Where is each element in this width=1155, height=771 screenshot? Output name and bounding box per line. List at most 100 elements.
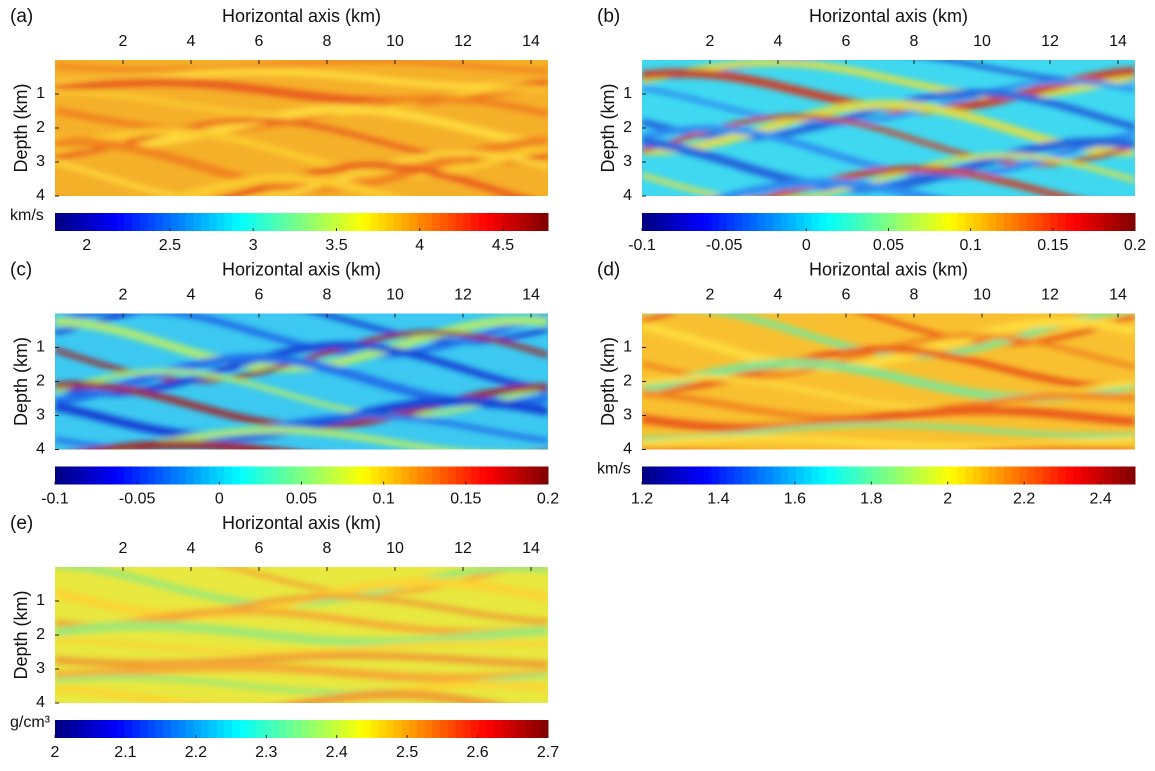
- colorbar-step: [934, 466, 943, 485]
- colorbar-step: [873, 213, 882, 231]
- colorbar-tick-label: 2.7: [537, 744, 559, 761]
- y-tick-label: 3: [36, 407, 45, 424]
- colorbar-step: [517, 720, 526, 738]
- field-stripe: [642, 445, 1135, 450]
- colorbar-step: [62, 720, 71, 738]
- colorbar-step: [147, 466, 156, 485]
- colorbar-step: [470, 720, 480, 738]
- colorbar-step: [116, 720, 125, 738]
- colorbar-label: km/s: [597, 461, 631, 478]
- colorbar-tick-label: 2.3: [255, 744, 277, 761]
- colorbar-step: [78, 466, 87, 485]
- colorbar-step: [463, 213, 472, 231]
- colorbar-tick-label: 4: [415, 237, 424, 254]
- colorbar-step: [803, 466, 812, 485]
- x-tick-label: 12: [1041, 33, 1059, 50]
- colorbar-step: [540, 466, 549, 485]
- colorbar-step: [509, 213, 518, 231]
- colorbar-step: [262, 213, 272, 231]
- colorbar-step: [509, 720, 518, 738]
- colorbar-tick-label: 3: [249, 237, 258, 254]
- colorbar-step: [711, 213, 720, 231]
- colorbar-step: [332, 720, 341, 738]
- colorbar-tick-label: 1.8: [860, 491, 882, 508]
- colorbar-step: [470, 213, 480, 231]
- x-tick-label: 8: [323, 33, 332, 50]
- x-axis-title: Horizontal axis (km): [809, 259, 968, 279]
- colorbar-step: [147, 213, 156, 231]
- colorbar-step: [757, 466, 766, 485]
- colorbar-step: [85, 213, 95, 231]
- colorbar-step: [494, 720, 503, 738]
- colorbar-step: [124, 466, 133, 485]
- colorbar-step: [1042, 466, 1051, 485]
- x-tick-label: 6: [255, 287, 264, 304]
- x-tick-label: 12: [454, 33, 472, 50]
- colorbar-step: [1081, 466, 1090, 485]
- x-tick-label: 14: [522, 33, 540, 50]
- field-stripe: [55, 368, 548, 418]
- x-tick-label: 12: [1041, 287, 1059, 304]
- colorbar-step: [996, 466, 1005, 485]
- colorbar-step: [1050, 213, 1059, 231]
- y-axis-title: Depth (km): [11, 337, 31, 426]
- colorbar-step: [417, 213, 426, 231]
- field-stripe: [55, 662, 548, 683]
- x-axis-title: Horizontal axis (km): [222, 6, 381, 26]
- colorbar-step: [657, 213, 666, 231]
- y-tick-label: 3: [36, 660, 45, 677]
- colorbar-step: [401, 466, 410, 485]
- colorbar-step: [478, 213, 487, 231]
- colorbar-step: [1050, 466, 1059, 485]
- colorbar-step: [62, 466, 71, 485]
- colorbar-step: [139, 466, 148, 485]
- colorbar-step: [355, 720, 364, 738]
- colorbar-step: [116, 213, 125, 231]
- colorbar-step: [657, 466, 666, 485]
- colorbar-step: [393, 720, 403, 738]
- colorbar-tick-label: 0.1: [960, 237, 982, 254]
- colorbar-step: [726, 213, 735, 231]
- colorbar-step: [209, 466, 218, 485]
- colorbar-tick-label: -0.05: [119, 491, 156, 508]
- colorbar-step: [980, 466, 990, 485]
- field-stripe: [55, 104, 548, 150]
- colorbar-step: [309, 466, 318, 485]
- colorbar-step: [501, 466, 510, 485]
- colorbar-step: [834, 466, 843, 485]
- colorbar-step: [70, 720, 79, 738]
- colorbar-step: [93, 466, 102, 485]
- colorbar-tick-label: 0.1: [373, 491, 395, 508]
- y-tick-label: 4: [36, 441, 45, 458]
- colorbar-step: [680, 213, 689, 231]
- colorbar-step: [1119, 466, 1128, 485]
- field-stripe: [55, 315, 548, 373]
- colorbar-step: [965, 466, 974, 485]
- x-axis-title: Horizontal axis (km): [809, 6, 968, 26]
- y-tick-label: 1: [36, 85, 45, 102]
- colorbar-step: [386, 720, 395, 738]
- colorbar-step: [55, 720, 64, 738]
- x-tick-label: 14: [1109, 287, 1127, 304]
- colorbar-step: [378, 466, 387, 485]
- colorbar-step: [796, 213, 805, 231]
- colorbar-step: [324, 213, 333, 231]
- colorbar-step: [486, 720, 495, 738]
- colorbar-step: [216, 720, 225, 738]
- y-tick-label: 4: [36, 694, 45, 711]
- colorbar-tick-label: 2.4: [1089, 491, 1111, 508]
- y-axis-title: Depth (km): [598, 337, 618, 426]
- colorbar-step: [865, 213, 874, 231]
- colorbar-step: [486, 213, 495, 231]
- x-tick-label: 4: [187, 33, 196, 50]
- panel-label: (e): [10, 513, 33, 534]
- y-tick-label: 3: [36, 153, 45, 170]
- colorbar-step: [247, 720, 256, 738]
- colorbar-step: [463, 720, 472, 738]
- x-axis-title: Horizontal axis (km): [222, 513, 381, 533]
- colorbar-step: [178, 466, 187, 485]
- colorbar-step: [857, 213, 866, 231]
- colorbar-step: [765, 213, 774, 231]
- panel-label: (c): [10, 260, 32, 281]
- colorbar-step: [811, 213, 820, 231]
